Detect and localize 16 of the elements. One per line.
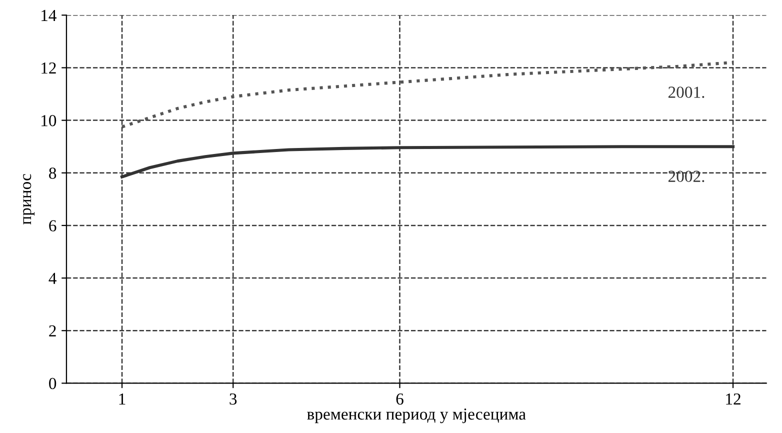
y-tick-label: 0: [49, 378, 56, 390]
x-tick-label: 12: [726, 393, 740, 404]
y-tick-label: 2: [49, 325, 56, 336]
x-tick-label: 1: [119, 393, 126, 404]
y-tick-label: 14: [42, 10, 56, 21]
line-series: [120, 60, 735, 128]
y-tick-label: 10: [42, 115, 56, 126]
x-axis-title: временски период у мјесецима: [307, 408, 526, 424]
y-tick-label: 4: [48, 272, 56, 284]
y-tick-label: 12: [42, 62, 56, 74]
x-tick-label: 3: [230, 393, 237, 405]
x-tick-label: 6: [396, 393, 404, 405]
y-tick-label: 6: [49, 220, 56, 232]
y-tick-label: 8: [49, 168, 56, 179]
series-label: 2001.: [668, 86, 704, 98]
y-axis-title: принос: [23, 174, 35, 224]
